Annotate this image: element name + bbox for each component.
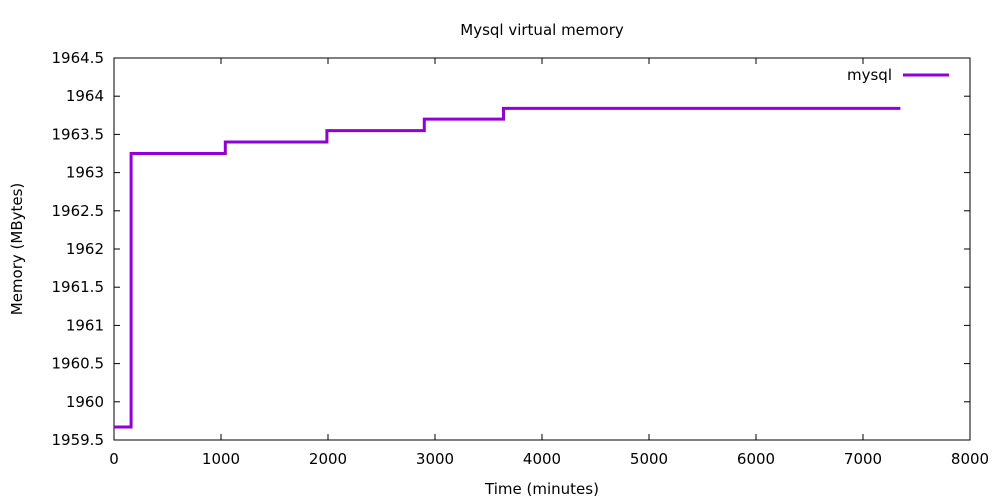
- y-tick-label: 1964: [66, 87, 104, 105]
- x-axis-ticks: 0 1000 2000 3000 4000 5000 6000 7000 8000: [109, 58, 989, 468]
- series-line-mysql: [114, 106, 901, 429]
- y-tick-label: 1959.5: [52, 431, 105, 449]
- y-tick-label: 1960.5: [52, 355, 105, 373]
- x-tick-label: 3000: [416, 450, 454, 468]
- y-tick-label: 1961.5: [52, 278, 105, 296]
- x-tick-label: 4000: [523, 450, 561, 468]
- chart-title: Mysql virtual memory: [460, 21, 624, 39]
- x-tick-label: 5000: [630, 450, 668, 468]
- y-tick-label: 1961: [66, 316, 104, 334]
- series-layer: [114, 106, 901, 429]
- y-tick-label: 1962.5: [52, 202, 105, 220]
- y-tick-label: 1960: [66, 393, 104, 411]
- y-tick-label: 1963: [66, 164, 104, 182]
- y-tick-label: 1963.5: [52, 125, 105, 143]
- y-axis-label: Memory (MBytes): [8, 183, 26, 316]
- x-tick-label: 8000: [951, 450, 989, 468]
- legend-label-mysql: mysql: [847, 66, 892, 84]
- plot-area-border: [113, 57, 971, 441]
- x-tick-label: 7000: [844, 450, 882, 468]
- y-tick-label: 1964.5: [52, 49, 105, 67]
- y-axis-ticks: 1959.5 1960 1960.5 1961 1961.5 1962 1962.5 1963…: [52, 49, 970, 449]
- x-axis-label: Time (minutes): [484, 480, 599, 498]
- x-tick-label: 6000: [737, 450, 775, 468]
- x-tick-label: 2000: [309, 450, 347, 468]
- x-tick-label: 1000: [202, 450, 240, 468]
- y-tick-label: 1962: [66, 240, 104, 258]
- legend: mysql: [847, 66, 949, 84]
- x-tick-label: 0: [109, 450, 119, 468]
